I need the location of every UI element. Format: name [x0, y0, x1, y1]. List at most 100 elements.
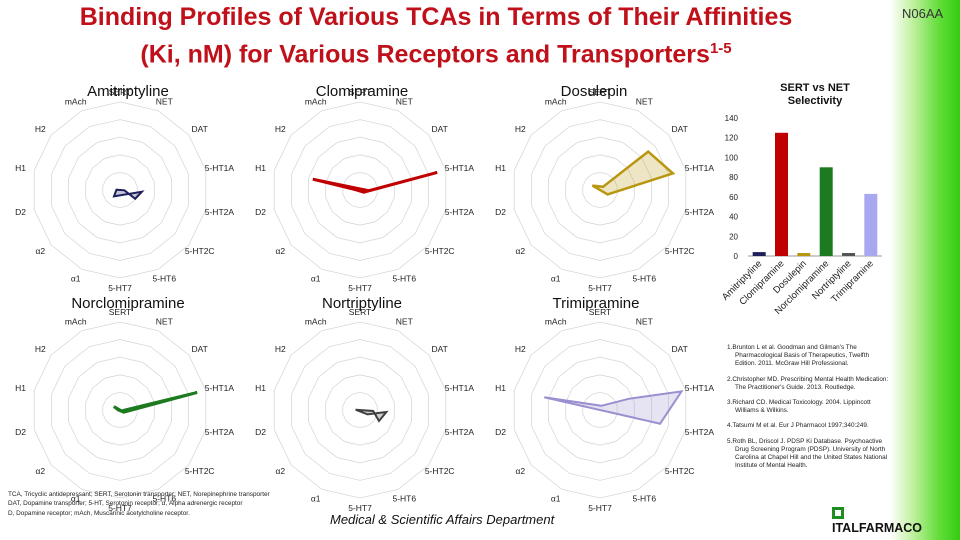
radar-gridline	[308, 136, 412, 244]
radar-chart-trimipramine: SERT NET DAT 5-HT1A 5-HT2A 5-HT2C 5-HT6 5-HT7 α1…	[495, 295, 714, 513]
bar-y-tick-label: 80	[729, 173, 738, 182]
radar-gridline	[548, 356, 652, 464]
radar-gridline	[33, 321, 207, 499]
radar-axis-label: 5-HT2A	[205, 207, 235, 217]
radar-gridline	[273, 101, 447, 279]
bar-trimipramine	[864, 193, 878, 256]
radar-axis-label: NET	[636, 97, 653, 107]
radar-axis-label: SERT	[349, 307, 372, 317]
radar-gridline	[273, 321, 447, 499]
radar-axis-label: α2	[515, 246, 525, 256]
radar-series-shape	[112, 390, 198, 414]
radar-axis-label: NET	[156, 317, 173, 327]
radar-gridline	[548, 136, 652, 244]
radar-axis-label: 5-HT1A	[685, 383, 715, 393]
radar-axis-label: 5-HT2A	[205, 427, 235, 437]
radar-title: Clomipramine	[316, 83, 409, 100]
radar-chart-dosulepin: SERT NET DAT 5-HT1A 5-HT2A 5-HT2C 5-HT6 5-HT7 α1…	[495, 83, 714, 293]
bar-y-tick-label: 0	[734, 252, 739, 261]
bar-y-tick-label: 140	[725, 114, 739, 123]
italfarmaco-logo: ITALFARMACO	[832, 507, 922, 535]
radar-axis-label: H2	[515, 344, 526, 354]
radar-gridline	[325, 374, 395, 446]
radar-axis-label: H2	[35, 344, 46, 354]
radar-gridline	[513, 321, 687, 499]
abbreviation-line: TCA, Tricyclic antidepressant; SERT, Ser…	[8, 491, 270, 498]
bar-dosulepin	[797, 253, 811, 256]
radar-axis-label: 5-HT2C	[185, 246, 215, 256]
radar-axis-label: D2	[495, 207, 506, 217]
radar-axis-label: 5-HT1A	[445, 163, 475, 173]
bar-y-tick-label: 100	[725, 153, 739, 162]
reference-item: 2.Christopher MD. Prescribing Mental Hea…	[727, 375, 889, 391]
title-superscript: 1-5	[709, 40, 732, 57]
bar-y-tick-label: 120	[725, 134, 739, 143]
radar-axis-label: DAT	[192, 124, 208, 134]
radar-title: Trimipramine	[553, 295, 640, 312]
radar-gridline	[565, 374, 635, 446]
radar-axis-label: 5-HT7	[108, 283, 132, 293]
radar-axis-label: 5-HT2C	[185, 466, 215, 476]
radar-axis-label: DAT	[432, 124, 448, 134]
radar-axis-label: SERT	[349, 87, 372, 97]
radar-axis-label: SERT	[589, 307, 612, 317]
radar-axis-label: 5-HT2C	[665, 246, 695, 256]
radar-gridline	[342, 171, 378, 209]
radar-axis-label: 5-HT6	[152, 273, 176, 283]
abbreviations-note: TCA, Tricyclic antidepressant; SERT, Ser…	[8, 490, 318, 518]
radar-axis-label: mAch	[545, 97, 567, 107]
radar-axis-label: mAch	[65, 317, 87, 327]
radar-axis-label: 5-HT2A	[685, 427, 715, 437]
radar-axis-label: D2	[15, 427, 26, 437]
radar-axis-label: H2	[35, 124, 46, 134]
radar-axis-label: DAT	[672, 344, 688, 354]
radar-axis-label: α1	[551, 493, 561, 503]
bar-norclomipramine	[819, 167, 833, 256]
page-title: Binding Profiles of Various TCAs in Term…	[6, 2, 866, 70]
radar-axis-label: SERT	[589, 87, 612, 97]
radar-gridline	[513, 101, 687, 279]
radar-axis-label: D2	[255, 427, 266, 437]
radar-axis-label: H1	[495, 163, 506, 173]
radar-series-shape	[543, 390, 684, 425]
side-gradient-band	[890, 0, 960, 540]
radar-axis-label: α1	[551, 273, 561, 283]
radar-chart-clomipramine: SERT NET DAT 5-HT1A 5-HT2A 5-HT2C 5-HT6 5-HT7 α1…	[255, 83, 474, 293]
bar-chart-title: SERT vs NET Selectivity	[780, 82, 850, 107]
radar-axis-label: DAT	[672, 124, 688, 134]
title-line-2-text: (Ki, nM) for Various Receptors and Trans…	[140, 40, 710, 69]
radar-gridline	[342, 391, 378, 429]
radar-gridline	[582, 171, 618, 209]
radar-gridline	[102, 171, 138, 209]
references-list: 1.Brunton L et al. Goodman and Gilman's …	[727, 344, 892, 477]
radar-axis-label: DAT	[192, 344, 208, 354]
radar-axis-label: 5-HT6	[392, 493, 416, 503]
radar-gridline	[290, 339, 430, 481]
radar-axis-label: NET	[396, 317, 413, 327]
radar-gridline	[51, 119, 190, 261]
title-line-1: Binding Profiles of Various TCAs in Term…	[79, 3, 793, 31]
radar-axis-label: SERT	[109, 87, 132, 97]
radar-axis-label: mAch	[545, 317, 567, 327]
radar-axis-label: 5-HT2C	[665, 466, 695, 476]
radar-axis-label: H2	[515, 124, 526, 134]
radar-axis-label: H1	[15, 383, 26, 393]
radar-axis-label: α1	[311, 493, 321, 503]
radar-title: Amitriptyline	[87, 83, 169, 100]
radar-series-shape	[112, 188, 145, 201]
radar-chart-nortriptyline: SERT NET DAT 5-HT1A 5-HT2A 5-HT2C 5-HT6 5-HT7 α1…	[255, 295, 474, 513]
bar-clomipramine	[775, 132, 788, 256]
logo-wordmark: ITALFARMACO	[832, 521, 922, 535]
radar-axis-label: 5-HT2A	[685, 207, 715, 217]
abbreviation-line: DAT, Dopamine transporter; 5-HT, Seroton…	[8, 500, 243, 508]
title-line-2: (Ki, nM) for Various Receptors and Trans…	[6, 33, 866, 70]
radar-axis-label: mAch	[305, 97, 327, 107]
radar-axis-label: 5-HT7	[348, 283, 372, 293]
radar-axis-label: H1	[255, 163, 266, 173]
radar-axis-label: α2	[275, 246, 285, 256]
radar-chart-amitriptyline: SERT NET DAT 5-HT1A 5-HT2A 5-HT2C 5-HT6 5-HT7 α1…	[15, 83, 234, 293]
reference-item: 3.Richard CD. Medical Toxicology. 2004. …	[727, 399, 871, 415]
radar-title: Nortriptyline	[322, 295, 402, 312]
radar-axis-label: D2	[495, 427, 506, 437]
